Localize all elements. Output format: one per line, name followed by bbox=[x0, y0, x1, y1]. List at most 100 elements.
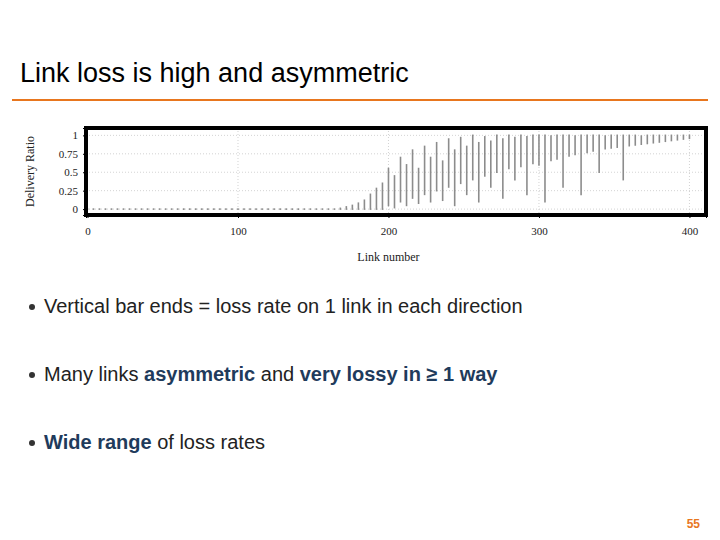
range-bar bbox=[508, 135, 510, 168]
range-bar bbox=[604, 136, 606, 149]
bullet-text: Vertical bar ends = loss rate on 1 link … bbox=[44, 295, 523, 317]
x-tick-label: 0 bbox=[85, 225, 91, 237]
x-tick-label: 400 bbox=[682, 225, 699, 237]
range-bar bbox=[400, 157, 402, 201]
range-bar bbox=[376, 188, 378, 209]
range-bar bbox=[526, 137, 528, 195]
range-bar bbox=[610, 135, 612, 148]
range-bar bbox=[454, 150, 456, 205]
range-bar bbox=[484, 137, 486, 176]
bullet-run: and bbox=[255, 363, 299, 385]
range-bar bbox=[574, 136, 576, 154]
range-bar bbox=[538, 135, 540, 164]
y-grid-line bbox=[86, 190, 706, 191]
y-tick-label: 0.25 bbox=[59, 185, 79, 197]
title-rule bbox=[12, 99, 708, 101]
range-bar bbox=[358, 203, 360, 209]
range-bar bbox=[424, 146, 426, 194]
y-grid-line bbox=[86, 172, 706, 173]
range-bar bbox=[647, 135, 649, 143]
range-bar bbox=[568, 135, 570, 156]
y-tick-label: 0.5 bbox=[64, 166, 78, 178]
y-tick-label: 0.75 bbox=[59, 148, 79, 160]
range-bar bbox=[472, 135, 474, 179]
bullet-run: Vertical bar ends = loss rate on 1 link … bbox=[44, 295, 523, 317]
range-bar bbox=[364, 200, 366, 209]
range-bar bbox=[502, 139, 504, 198]
y-tick: 0.25 bbox=[59, 185, 86, 197]
range-bar bbox=[677, 135, 679, 139]
range-bar bbox=[659, 135, 661, 142]
x-tick-label: 200 bbox=[381, 225, 398, 237]
bullet-dot bbox=[29, 372, 35, 378]
range-bar bbox=[628, 135, 630, 145]
range-bar bbox=[370, 194, 372, 209]
range-bar bbox=[634, 135, 636, 145]
range-bar bbox=[460, 138, 462, 184]
range-bar bbox=[466, 146, 468, 194]
page-number: 55 bbox=[687, 517, 701, 531]
x-axis-title: Link number bbox=[357, 250, 419, 264]
background bbox=[0, 0, 720, 540]
y-grid-line bbox=[86, 135, 706, 136]
y-tick: 0.75 bbox=[59, 148, 86, 160]
chart: 00.250.50.7510100200300400Delivery Ratio… bbox=[23, 128, 707, 264]
range-bar bbox=[418, 169, 420, 204]
x-grid-line bbox=[538, 128, 539, 215]
bullet-emphasis: asymmetric bbox=[144, 363, 255, 385]
slide-title: Link loss is high and asymmetric bbox=[20, 58, 409, 88]
bullet-text: Wide range of loss rates bbox=[44, 431, 265, 453]
plot-frame bbox=[86, 128, 706, 215]
range-bar bbox=[653, 135, 655, 142]
bullet-dot bbox=[29, 440, 35, 446]
range-bar bbox=[544, 135, 546, 201]
y-grid-line bbox=[86, 153, 706, 154]
range-bar bbox=[490, 141, 492, 187]
bars bbox=[88, 135, 690, 209]
bullet-run: Many links bbox=[44, 363, 144, 385]
x-grid-line bbox=[388, 128, 389, 215]
y-tick-label: 0 bbox=[73, 203, 79, 215]
range-bar bbox=[442, 161, 444, 200]
range-bar bbox=[616, 135, 618, 147]
y-tick: 0 bbox=[73, 203, 87, 215]
y-tick: 0.5 bbox=[64, 166, 86, 178]
slide: Link loss is high and asymmetric 0 0.25 0.5… bbox=[0, 0, 720, 540]
x-grid-line bbox=[689, 128, 690, 215]
bullet-emphasis: Wide range bbox=[44, 431, 152, 453]
range-bar bbox=[346, 207, 348, 209]
range-bar bbox=[665, 135, 667, 141]
range-bar bbox=[550, 136, 552, 160]
x-tick: 300 bbox=[531, 215, 548, 237]
x-tick: 0 bbox=[85, 215, 91, 237]
x-axis: 0 100 200 300 400 bbox=[85, 215, 706, 237]
range-bar bbox=[598, 135, 600, 172]
range-bar bbox=[388, 169, 390, 206]
x-grid-line bbox=[237, 128, 238, 215]
y-grid-line bbox=[86, 209, 706, 210]
x-tick: 100 bbox=[230, 215, 247, 237]
range-bar bbox=[532, 135, 534, 163]
range-bar bbox=[520, 135, 522, 166]
range-bar bbox=[436, 143, 438, 191]
bullet-run: of loss rates bbox=[152, 431, 265, 453]
y-tick-label: 1 bbox=[73, 129, 79, 141]
y-tick: 1 bbox=[73, 129, 87, 141]
range-bar bbox=[622, 135, 624, 179]
range-bar bbox=[382, 183, 384, 209]
bullet-dot bbox=[29, 304, 35, 310]
x-tick-label: 100 bbox=[230, 225, 247, 237]
range-bar bbox=[640, 136, 642, 144]
range-bar bbox=[340, 208, 342, 210]
range-bar bbox=[514, 138, 516, 180]
x-tick: 200 bbox=[381, 215, 398, 237]
bullet-emphasis: very lossy in ≥ 1 way bbox=[300, 363, 499, 385]
range-bar bbox=[586, 135, 588, 152]
range-bar bbox=[562, 135, 564, 187]
range-bar bbox=[352, 205, 354, 209]
range-bar bbox=[496, 135, 498, 172]
y-axis: 0 0.25 0.5 0.75 1 bbox=[59, 129, 87, 216]
range-bar bbox=[412, 150, 414, 198]
range-bar bbox=[580, 135, 582, 194]
range-bar bbox=[478, 143, 480, 202]
